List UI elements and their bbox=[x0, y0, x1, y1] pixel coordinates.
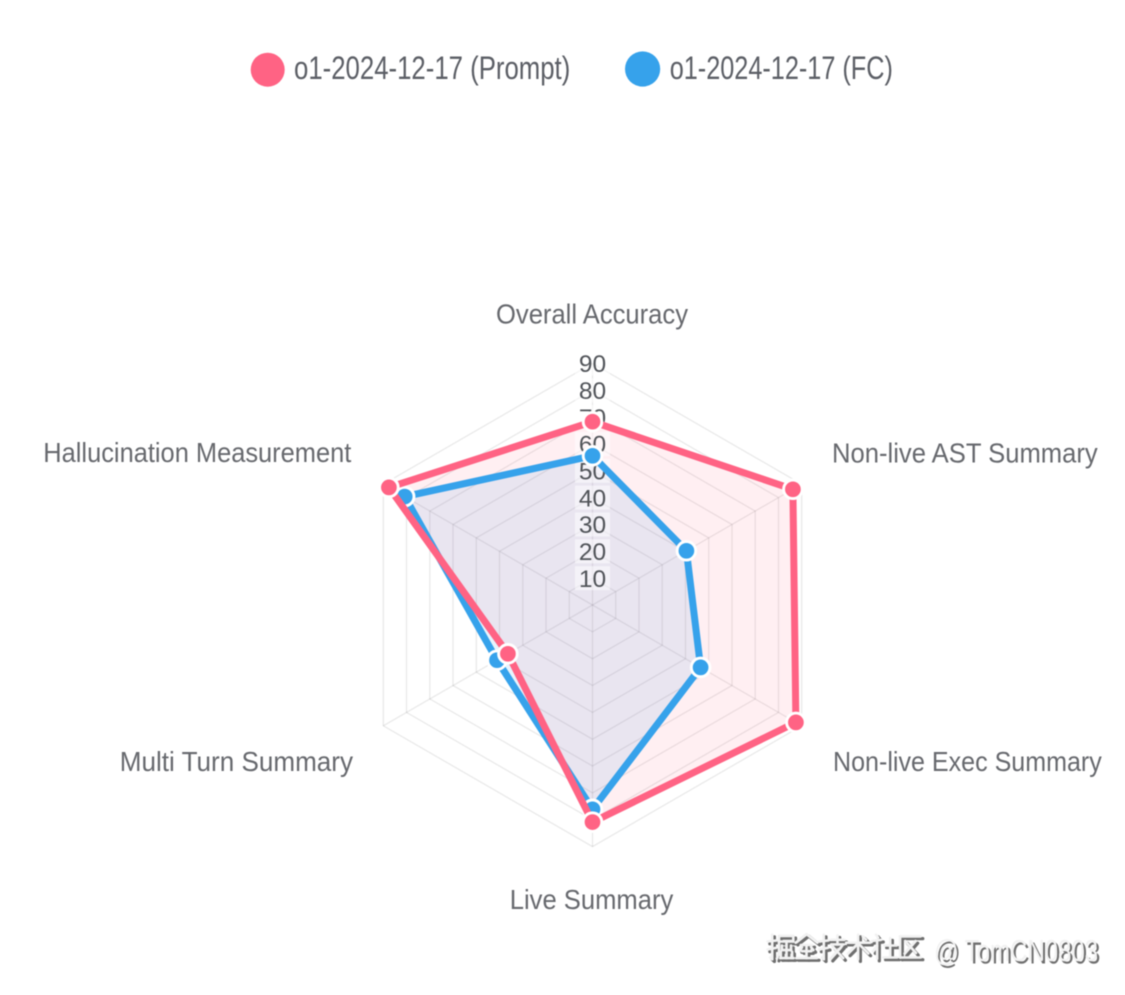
svg-text:@ TomCN0803: @ TomCN0803 bbox=[934, 933, 1098, 968]
svg-text:40: 40 bbox=[579, 485, 606, 512]
svg-text:Non-live Exec Summary: Non-live Exec Summary bbox=[833, 746, 1102, 777]
svg-text:Overall Accuracy: Overall Accuracy bbox=[496, 298, 688, 329]
svg-text:30: 30 bbox=[579, 512, 606, 539]
svg-text:o1-2024-12-17 (FC): o1-2024-12-17 (FC) bbox=[670, 50, 893, 86]
svg-text:80: 80 bbox=[579, 378, 606, 405]
svg-text:10: 10 bbox=[579, 566, 606, 593]
svg-text:20: 20 bbox=[579, 539, 606, 566]
svg-text:Live Summary: Live Summary bbox=[510, 884, 674, 915]
svg-text:Multi Turn Summary: Multi Turn Summary bbox=[120, 746, 353, 777]
svg-text:@ TomCN0803: @ TomCN0803 bbox=[936, 935, 1100, 970]
svg-text:Non-live AST Summary: Non-live AST Summary bbox=[832, 437, 1098, 468]
svg-text:90: 90 bbox=[579, 351, 606, 378]
svg-text:o1-2024-12-17 (Prompt): o1-2024-12-17 (Prompt) bbox=[294, 50, 570, 86]
svg-text:Hallucination Measurement: Hallucination Measurement bbox=[43, 437, 351, 468]
